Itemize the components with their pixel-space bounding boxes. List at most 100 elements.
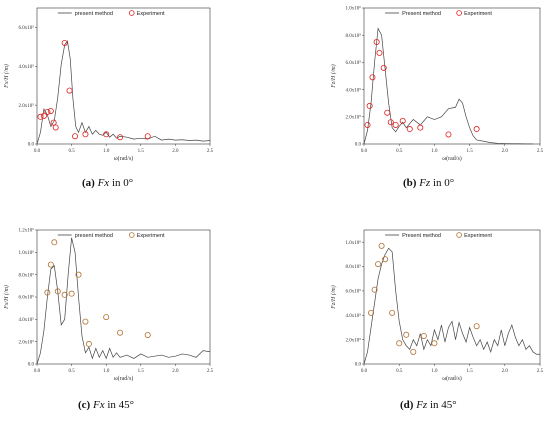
y-axis-label: Fz/H (/m) bbox=[330, 285, 337, 310]
x-tick-label: 0.5 bbox=[396, 369, 403, 374]
legend-marker-swatch bbox=[456, 232, 462, 238]
series-line-present-method bbox=[36, 40, 211, 145]
experiment-point bbox=[117, 329, 124, 336]
legend-marker-label: Experiment bbox=[137, 11, 165, 17]
experiment-point bbox=[61, 39, 68, 46]
experiment-point bbox=[375, 261, 382, 268]
y-tick-label: 1.0x10⁶ bbox=[19, 250, 35, 256]
x-tick-label: 0.0 bbox=[34, 149, 41, 154]
x-tick-label: 1.0 bbox=[103, 149, 110, 154]
x-axis-label: ω(rad/s) bbox=[114, 155, 134, 162]
y-tick-label: 2.0x10⁵ bbox=[346, 115, 362, 121]
x-tick-label: 1.0 bbox=[431, 369, 438, 374]
experiment-point bbox=[47, 261, 54, 268]
y-tick-label: 8.0x10⁵ bbox=[346, 264, 362, 270]
x-tick-label: 1.0 bbox=[431, 149, 438, 154]
experiment-point bbox=[399, 117, 406, 124]
series-line-present-method bbox=[36, 237, 211, 365]
chart-panel-d: 0.0 0.5 1.0 1.5 2.0 2.5 0.0 2.0x10⁵ 4.0x10⁵ 6.0x1… bbox=[330, 229, 544, 411]
x-tick-label: 0.5 bbox=[68, 149, 75, 154]
caption-letter: (a) bbox=[82, 177, 98, 189]
y-tick-label: 4.0x10⁵ bbox=[19, 64, 35, 70]
experiment-point bbox=[380, 64, 387, 71]
experiment-point bbox=[406, 126, 413, 133]
y-tick-label: 6.0x10⁵ bbox=[19, 295, 35, 301]
x-tick-label: 2.5 bbox=[207, 149, 214, 154]
experiment-point bbox=[61, 291, 68, 298]
experiment-point bbox=[473, 126, 480, 133]
legend-marker-swatch bbox=[128, 232, 135, 238]
x-tick-label: 2.5 bbox=[537, 149, 544, 154]
y-tick-label: 1.0x10⁶ bbox=[346, 6, 362, 12]
experiment-point bbox=[103, 314, 110, 321]
x-tick-label: 0.0 bbox=[361, 369, 368, 374]
experiment-point bbox=[68, 290, 75, 297]
experiment-point bbox=[366, 102, 373, 109]
experiment-point bbox=[371, 286, 378, 293]
y-axis-label: Fx/H (/m) bbox=[3, 64, 10, 89]
panel-caption: (d) Fz in 45° bbox=[400, 399, 457, 411]
experiment-point bbox=[44, 289, 51, 296]
experiment-point bbox=[410, 348, 417, 355]
experiment-point bbox=[384, 109, 391, 116]
legend-marker-label: Experiment bbox=[137, 233, 165, 239]
experiment-point bbox=[369, 74, 376, 81]
experiment-point bbox=[376, 49, 383, 56]
plot-frame bbox=[363, 7, 541, 145]
experiment-point bbox=[144, 133, 151, 140]
x-tick-label: 0.0 bbox=[361, 149, 368, 154]
legend-marker-label: Experiment bbox=[464, 11, 492, 17]
x-axis-label: ω(rad/s) bbox=[442, 155, 462, 162]
experiment-point bbox=[66, 87, 73, 94]
y-tick-label: 0.0 bbox=[28, 143, 35, 148]
legend-line-label: Present method bbox=[402, 11, 441, 17]
experiment-point bbox=[387, 119, 394, 126]
y-tick-label: 0.0 bbox=[355, 363, 362, 368]
experiment-point bbox=[373, 39, 380, 46]
x-tick-label: 1.5 bbox=[138, 369, 145, 374]
experiment-point bbox=[445, 131, 452, 138]
x-tick-label: 2.0 bbox=[502, 369, 509, 374]
experiment-point bbox=[431, 340, 438, 347]
legend-marker-swatch bbox=[456, 10, 462, 16]
y-tick-label: 8.0x10⁵ bbox=[346, 33, 362, 39]
y-axis-label: Fz/H (/m) bbox=[330, 64, 337, 89]
y-tick-label: 6.0x10⁵ bbox=[346, 60, 362, 66]
caption-variable: Fx bbox=[92, 399, 105, 411]
legend-marker-swatch bbox=[128, 10, 135, 16]
caption-angle: in 0° bbox=[430, 177, 454, 189]
experiment-point bbox=[82, 131, 89, 138]
legend-line-label: present method bbox=[75, 233, 113, 239]
experiment-point bbox=[44, 108, 51, 115]
experiment-point bbox=[50, 119, 57, 126]
experiment-point bbox=[103, 131, 110, 138]
legend-marker-label: Experiment bbox=[464, 233, 492, 239]
panel-caption: (c) Fx in 45° bbox=[78, 399, 134, 411]
y-tick-label: 4.0x10⁵ bbox=[19, 317, 35, 323]
y-axis-label: Fx/H (/m) bbox=[3, 285, 10, 310]
plot-frame bbox=[363, 229, 541, 365]
experiment-point bbox=[52, 124, 59, 131]
x-tick-label: 1.5 bbox=[466, 369, 473, 374]
y-tick-label: 4.0x10⁵ bbox=[346, 87, 362, 93]
x-tick-label: 0.0 bbox=[34, 369, 41, 374]
x-tick-label: 0.5 bbox=[396, 149, 403, 154]
x-tick-label: 1.5 bbox=[138, 149, 145, 154]
experiment-point bbox=[40, 112, 47, 119]
experiment-point bbox=[389, 309, 396, 316]
series-line-present-method bbox=[363, 247, 540, 365]
experiment-point bbox=[417, 124, 424, 131]
experiment-point bbox=[382, 256, 389, 263]
experiment-point bbox=[51, 239, 58, 246]
x-tick-label: 0.5 bbox=[68, 369, 75, 374]
caption-variable: Fz bbox=[415, 399, 428, 411]
chart-panel-a: 0.0 0.5 1.0 1.5 2.0 2.5 0.0 2.0x10⁵ 4.0x10⁵ 6.0x1… bbox=[3, 7, 214, 189]
experiment-point bbox=[85, 340, 92, 347]
x-axis-label: ω(rad/s) bbox=[442, 375, 462, 382]
experiment-point bbox=[396, 340, 403, 347]
experiment-point bbox=[364, 121, 371, 128]
experiment-point bbox=[368, 309, 375, 316]
y-tick-label: 6.0x10⁵ bbox=[19, 25, 35, 31]
experiment-point bbox=[82, 318, 89, 325]
